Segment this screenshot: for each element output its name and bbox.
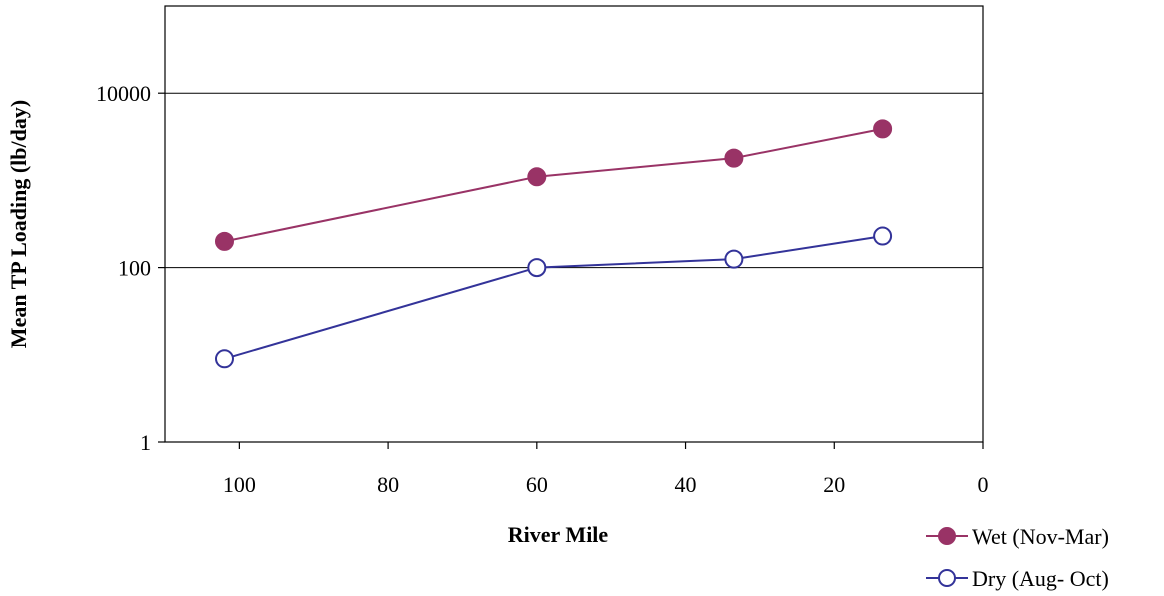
y-tick-label-10000: 10000: [96, 81, 151, 106]
data-point-1-3: [873, 226, 893, 246]
x-tick-label-0: 0: [978, 472, 989, 497]
data-point-0-0: [214, 231, 234, 251]
legend-item-dry: Dry (Aug- Oct): [926, 566, 1109, 591]
axes: 1 100 10000 100 80 60 40 20 0: [96, 81, 989, 497]
x-tick-label-80: 80: [377, 472, 399, 497]
data-point-0-1: [527, 167, 547, 187]
x-tick-label-20: 20: [823, 472, 845, 497]
grid-lines: [165, 92, 983, 269]
x-axis-title: River Mile: [508, 522, 609, 547]
y-tick-label-100: 100: [118, 256, 151, 281]
data-point-1-1: [527, 258, 547, 278]
data-point-0-3: [873, 119, 893, 139]
series: [214, 119, 893, 369]
legend-marker-dry: [938, 569, 956, 587]
series-0: [214, 119, 893, 251]
series-line-1: [224, 235, 883, 360]
legend: Wet (Nov-Mar) Dry (Aug- Oct): [926, 524, 1109, 591]
legend-item-wet: Wet (Nov-Mar): [926, 524, 1109, 549]
data-point-1-2: [724, 249, 744, 269]
x-tick-label-40: 40: [675, 472, 697, 497]
legend-label-wet: Wet (Nov-Mar): [972, 524, 1109, 549]
series-line-0: [224, 127, 883, 243]
series-1: [214, 226, 893, 369]
x-tick-label-100: 100: [223, 472, 256, 497]
plot-area-frame: [164, 5, 984, 443]
legend-label-dry: Dry (Aug- Oct): [972, 566, 1109, 591]
data-point-0-2: [724, 148, 744, 168]
y-tick-label-1: 1: [140, 430, 151, 455]
data-point-1-0: [214, 349, 234, 369]
legend-marker-wet: [938, 527, 956, 545]
x-tick-label-60: 60: [526, 472, 548, 497]
y-axis-title: Mean TP Loading (lb/day): [6, 100, 31, 348]
